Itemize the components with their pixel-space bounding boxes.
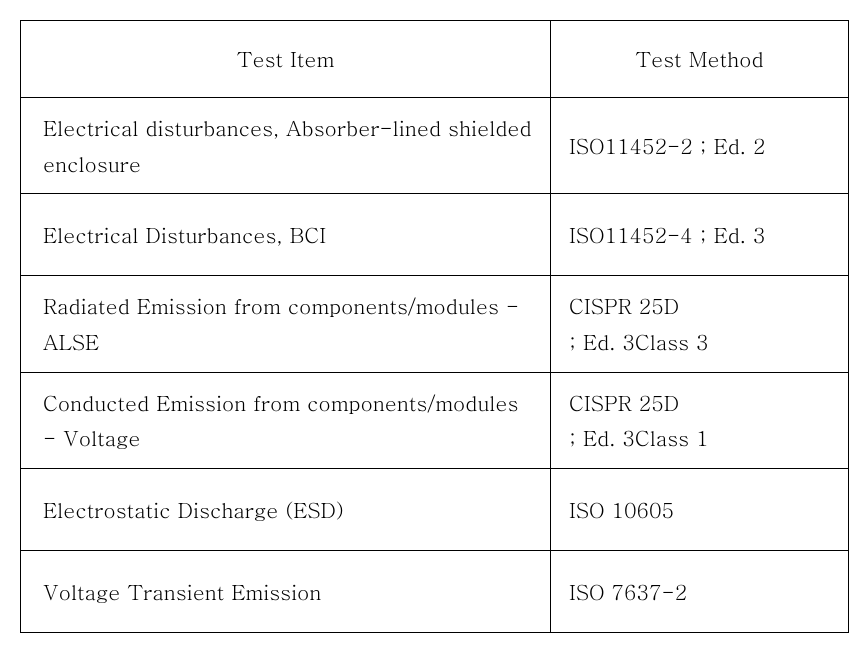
cell-test-item: Electrical Disturbances, BCI bbox=[21, 194, 551, 276]
table-row: Radiated Emission from components/module… bbox=[21, 276, 849, 372]
cell-test-item: Electrostatic Discharge (ESD) bbox=[21, 469, 551, 551]
cell-test-method: ISO 10605 bbox=[551, 469, 849, 551]
table-row: Electrical disturbances, Absorber-lined … bbox=[21, 98, 849, 194]
table-row: Electrostatic Discharge (ESD) ISO 10605 bbox=[21, 469, 849, 551]
cell-test-item: Voltage Transient Emission bbox=[21, 551, 551, 633]
cell-test-method: CISPR 25D; Ed. 3Class 3 bbox=[551, 276, 849, 372]
table-header-row: Test Item Test Method bbox=[21, 21, 849, 98]
cell-test-method: ISO11452-2 ; Ed. 2 bbox=[551, 98, 849, 194]
table-row: Electrical Disturbances, BCI ISO11452-4 … bbox=[21, 194, 849, 276]
table-row: Voltage Transient Emission ISO 7637-2 bbox=[21, 551, 849, 633]
table-row: Conducted Emission from components/modul… bbox=[21, 372, 849, 468]
col-header-test-item: Test Item bbox=[21, 21, 551, 98]
cell-test-item: Conducted Emission from components/modul… bbox=[21, 372, 551, 468]
cell-test-method: ISO11452-4 ; Ed. 3 bbox=[551, 194, 849, 276]
cell-test-item: Electrical disturbances, Absorber-lined … bbox=[21, 98, 551, 194]
test-table: Test Item Test Method Electrical disturb… bbox=[20, 20, 849, 633]
col-header-test-method: Test Method bbox=[551, 21, 849, 98]
cell-test-item: Radiated Emission from components/module… bbox=[21, 276, 551, 372]
cell-test-method: CISPR 25D; Ed. 3Class 1 bbox=[551, 372, 849, 468]
cell-test-method: ISO 7637-2 bbox=[551, 551, 849, 633]
